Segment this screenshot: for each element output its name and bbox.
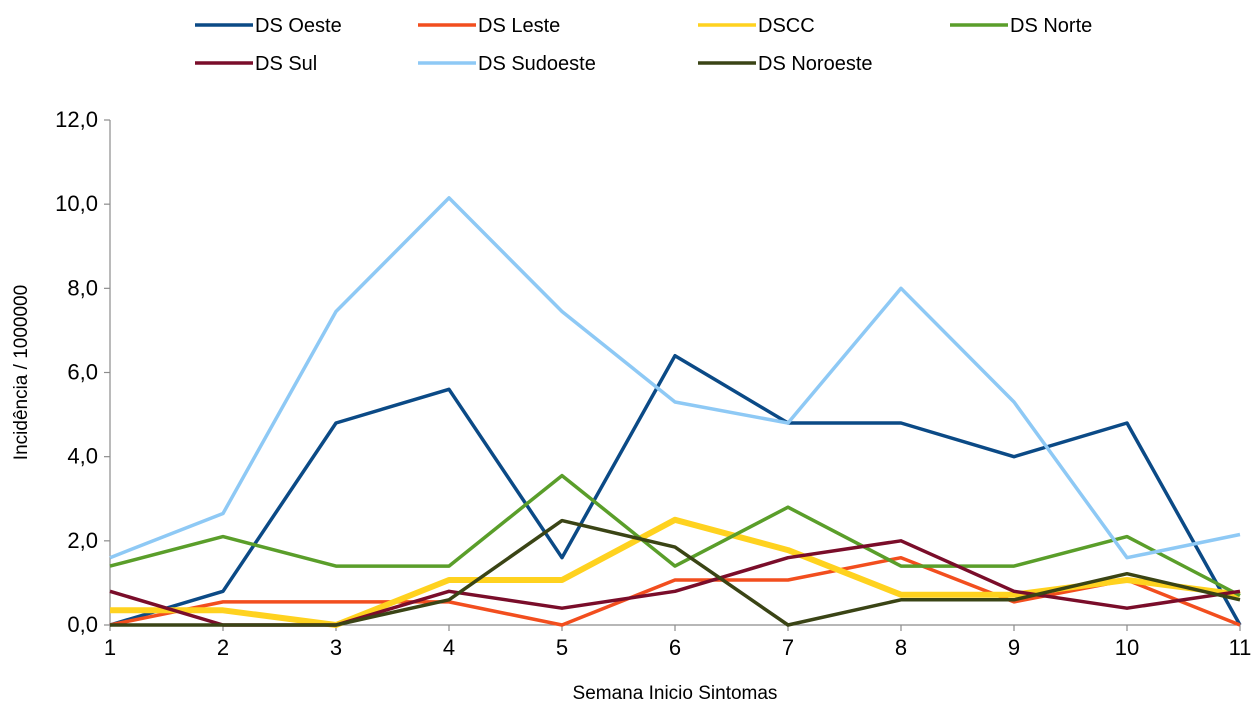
y-tick-label: 0,0 <box>67 612 98 637</box>
y-tick-label: 6,0 <box>67 360 98 385</box>
y-tick-label: 10,0 <box>55 191 98 216</box>
y-tick-label: 2,0 <box>67 528 98 553</box>
legend-item-ds-leste: DS Leste <box>418 15 560 37</box>
series-line-ds-sul <box>109 539 1241 627</box>
x-tick-label: 8 <box>895 635 907 660</box>
x-tick-label: 1 <box>104 635 116 660</box>
x-tick-label: 10 <box>1115 635 1139 660</box>
legend-item-ds-noroeste: DS Noroeste <box>698 53 873 75</box>
axes: 0,0 2,0 4,0 6,0 8,0 10,0 12,0 1 2 3 4 5 6 7 8 9 10 11 <box>55 107 1251 660</box>
legend-item-ds-oeste: DS Oeste <box>195 15 342 37</box>
legend-label: DS Sul <box>255 53 317 75</box>
y-axis-title: Incidência / 1000000 <box>11 285 32 460</box>
series-line-ds-norte <box>109 473 1241 598</box>
legend-label: DS Noroeste <box>758 53 873 75</box>
legend-label: DS Sudoeste <box>478 53 596 75</box>
x-tick-label: 6 <box>669 635 681 660</box>
x-tick-label: 5 <box>556 635 568 660</box>
legend-item-dscc: DSCC <box>698 15 815 37</box>
x-tick-label: 7 <box>782 635 794 660</box>
y-axis-ticks: 0,0 2,0 4,0 6,0 8,0 10,0 12,0 <box>55 107 110 637</box>
legend-label: DS Leste <box>478 15 560 37</box>
x-axis-ticks: 1 2 3 4 5 6 7 8 9 10 11 <box>104 625 1252 660</box>
x-axis-title: Semana Inicio Sintomas <box>573 683 778 704</box>
series-line-dscc <box>110 516 1241 628</box>
legend-item-ds-norte: DS Norte <box>950 15 1092 37</box>
legend-item-ds-sul: DS Sul <box>195 53 317 75</box>
legend-item-ds-sudoeste: DS Sudoeste <box>418 53 596 75</box>
series-line-ds-sudoeste <box>109 196 1241 560</box>
x-tick-label: 2 <box>217 635 229 660</box>
y-tick-label: 4,0 <box>67 444 98 469</box>
legend-label: DS Norte <box>1010 15 1092 37</box>
x-tick-label: 9 <box>1008 635 1020 660</box>
x-tick-label: 3 <box>330 635 342 660</box>
x-tick-label: 11 <box>1229 635 1252 660</box>
legend: DS Oeste DS Leste DSCC DS Norte DS Sul DS Sud… <box>195 15 1092 75</box>
series-line-ds-oeste <box>109 353 1242 627</box>
legend-label: DSCC <box>758 15 815 37</box>
y-tick-label: 8,0 <box>67 275 98 300</box>
x-tick-label: 4 <box>443 635 455 660</box>
series-line-ds-leste <box>109 555 1241 627</box>
series-lines <box>109 196 1242 628</box>
y-tick-label: 12,0 <box>55 107 98 132</box>
legend-label: DS Oeste <box>255 15 342 37</box>
series-line-ds-noroeste <box>110 518 1241 627</box>
